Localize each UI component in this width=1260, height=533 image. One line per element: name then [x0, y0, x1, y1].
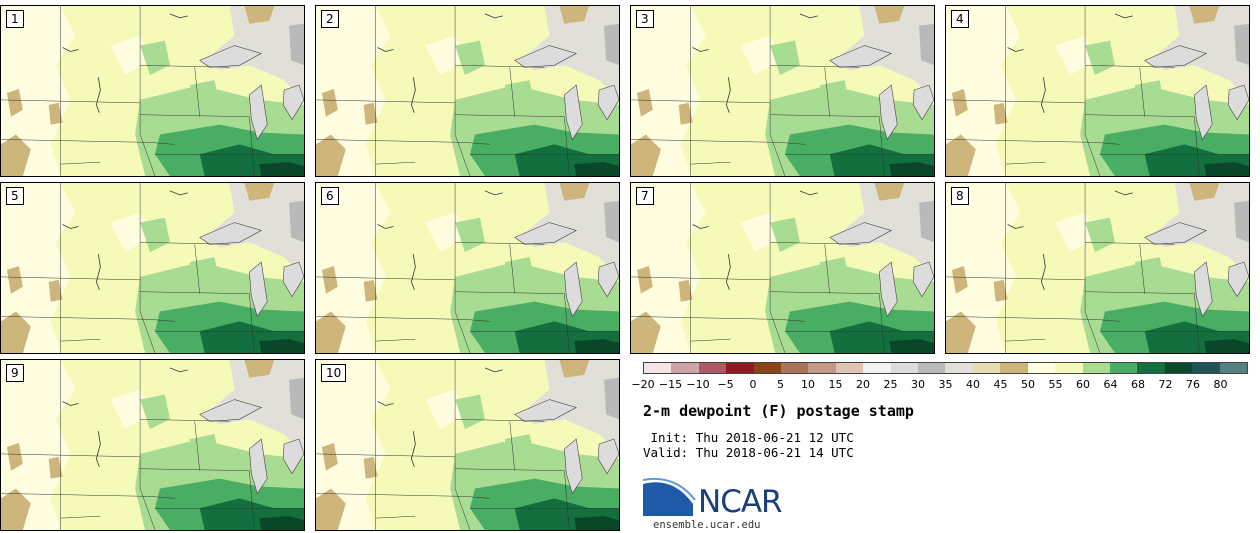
colorbar-tick-label: 80 — [1213, 378, 1228, 391]
colorbar-tick-label: 55 — [1048, 378, 1063, 391]
colorbar-swatch — [1000, 363, 1028, 373]
panel-label: 10 — [321, 364, 347, 382]
panel-label: 8 — [951, 187, 969, 205]
figure-title: 2-m dewpoint (F) postage stamp — [643, 402, 914, 420]
valid-time: Valid: Thu 2018-06-21 14 UTC — [643, 445, 854, 460]
colorbar-swatch — [1192, 363, 1220, 373]
colorbar-swatch — [726, 363, 754, 373]
colorbar-tick-label: 30 — [911, 378, 925, 391]
colorbar-tick-label: −5 — [717, 378, 734, 391]
map-panel: 5 — [0, 182, 305, 354]
map-panel: 3 — [630, 5, 935, 177]
dewpoint-map — [946, 6, 1249, 176]
colorbar-swatch — [918, 363, 946, 373]
colorbar-swatch — [1027, 363, 1056, 373]
map-panel: 4 — [945, 5, 1250, 177]
ncar-logo-icon — [643, 478, 696, 516]
dewpoint-map — [1, 183, 304, 353]
colorbar-swatch — [945, 363, 973, 373]
colorbar-swatch — [781, 363, 809, 373]
colorbar-swatch — [890, 363, 919, 373]
panel-label: 5 — [6, 187, 24, 205]
colorbar-tick-label: 64 — [1103, 378, 1118, 391]
panel-label: 4 — [951, 10, 969, 28]
colorbar-tick-label: 60 — [1076, 378, 1090, 391]
map-panel: 6 — [315, 182, 620, 354]
dewpoint-map — [631, 183, 934, 353]
colorbar-swatch — [1219, 363, 1247, 373]
colorbar-tick-label: 5 — [777, 378, 784, 391]
map-panel: 9 — [0, 359, 305, 531]
map-panel: 1 — [0, 5, 305, 177]
colorbar-ticks: −20 −15 −10 −5 0 5 10 15 20 25 30 35 40 45 50 55 60 64 68 7… — [631, 378, 1248, 392]
panel-label: 6 — [321, 187, 339, 205]
colorbar-swatch — [1109, 363, 1138, 373]
dewpoint-map — [316, 183, 619, 353]
colorbar-swatch — [671, 363, 699, 373]
colorbar-tick-label: 72 — [1158, 378, 1173, 391]
init-time: Init: Thu 2018-06-21 12 UTC — [643, 430, 854, 445]
dewpoint-map — [1, 6, 304, 176]
colorbar-swatch — [1164, 363, 1193, 373]
colorbar-tick-label: 10 — [801, 378, 815, 391]
dewpoint-map — [316, 360, 619, 530]
colorbar-tick-label: 25 — [883, 378, 898, 391]
colorbar-tick-label: −15 — [658, 378, 683, 391]
colorbar-swatch — [1055, 363, 1083, 373]
colorbar-tick-label: 35 — [938, 378, 953, 391]
colorbar-swatch — [698, 363, 727, 373]
dewpoint-map — [316, 6, 619, 176]
colorbar-tick-label: 68 — [1131, 378, 1145, 391]
colorbar-tick-label: 45 — [993, 378, 1008, 391]
colorbar-tick-label: 40 — [966, 378, 980, 391]
map-panel: 10 — [315, 359, 620, 531]
dewpoint-map — [1, 360, 304, 530]
colorbar-tick-label: −20 — [631, 378, 655, 391]
panel-label: 9 — [6, 364, 24, 382]
colorbar-tick-label: 0 — [749, 378, 757, 391]
colorbar-tick-label: 50 — [1021, 378, 1035, 391]
colorbar-swatch — [863, 363, 891, 373]
colorbar-swatch — [808, 363, 836, 373]
colorbar-tick-label: 76 — [1186, 378, 1200, 391]
colorbar — [643, 362, 1248, 374]
colorbar-tick-label: −10 — [686, 378, 710, 391]
colorbar-swatch — [644, 363, 672, 373]
panel-label: 2 — [321, 10, 339, 28]
colorbar-swatch — [835, 363, 864, 373]
colorbar-swatch — [1137, 363, 1165, 373]
dewpoint-map — [631, 6, 934, 176]
colorbar-swatch — [972, 363, 1001, 373]
map-panel: 2 — [315, 5, 620, 177]
colorbar-swatch — [753, 363, 782, 373]
logo-url: ensemble.ucar.edu — [653, 519, 761, 531]
map-panel: 8 — [945, 182, 1250, 354]
colorbar-tick-label: 15 — [828, 378, 843, 391]
colorbar-swatch — [1082, 363, 1110, 373]
logo-text: NCAR — [698, 484, 783, 520]
map-panel: 7 — [630, 182, 935, 354]
panel-label: 7 — [636, 187, 654, 205]
colorbar-tick-label: 20 — [856, 378, 870, 391]
panel-label: 3 — [636, 10, 654, 28]
dewpoint-map — [946, 183, 1249, 353]
panel-label: 1 — [6, 10, 24, 28]
